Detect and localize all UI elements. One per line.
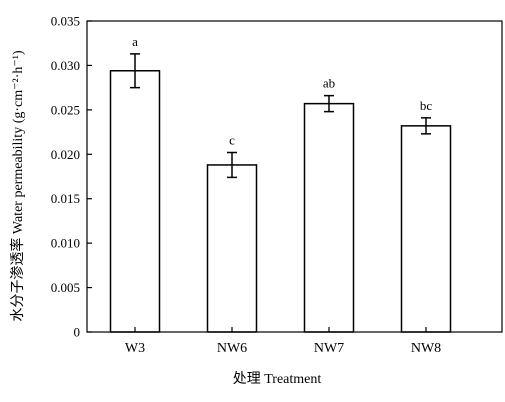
y-tick-label: 0.020 bbox=[51, 147, 80, 162]
y-tick-label: 0.035 bbox=[51, 14, 80, 29]
bar-w3 bbox=[109, 70, 161, 333]
axes: W3 NW6 NW7 NW8 0 0.005 0.010 0.015 0.020 0.025 0.0… bbox=[51, 14, 441, 357]
plot-area: a c ab bc bbox=[109, 34, 452, 333]
x-tick-label-nw7: NW7 bbox=[314, 341, 344, 356]
significance-letter-w3: a bbox=[132, 34, 138, 49]
y-axis-title: 水分子渗透率 Water permeability (g·cm⁻²·h⁻¹) bbox=[9, 50, 26, 322]
x-tick-label-w3: W3 bbox=[125, 341, 145, 356]
x-tick-label-nw8: NW8 bbox=[411, 341, 441, 356]
y-tick-label: 0.025 bbox=[51, 102, 80, 117]
x-axis-title: 处理 Treatment bbox=[233, 371, 322, 387]
bar-nw7 bbox=[303, 102, 355, 333]
significance-letter-nw6: c bbox=[229, 133, 235, 148]
y-tick-label: 0 bbox=[74, 325, 81, 340]
significance-letter-nw7: ab bbox=[323, 76, 335, 91]
x-tick-label-nw6: NW6 bbox=[217, 341, 247, 356]
y-tick-label: 0.030 bbox=[51, 58, 80, 73]
bar-nw6 bbox=[206, 164, 258, 333]
bar-nw8 bbox=[400, 125, 452, 333]
plot-frame bbox=[86, 20, 503, 333]
y-tick-label: 0.015 bbox=[51, 191, 80, 206]
y-tick-label: 0.005 bbox=[51, 280, 80, 295]
significance-letter-nw8: bc bbox=[420, 98, 433, 113]
y-tick-label: 0.010 bbox=[51, 236, 80, 251]
